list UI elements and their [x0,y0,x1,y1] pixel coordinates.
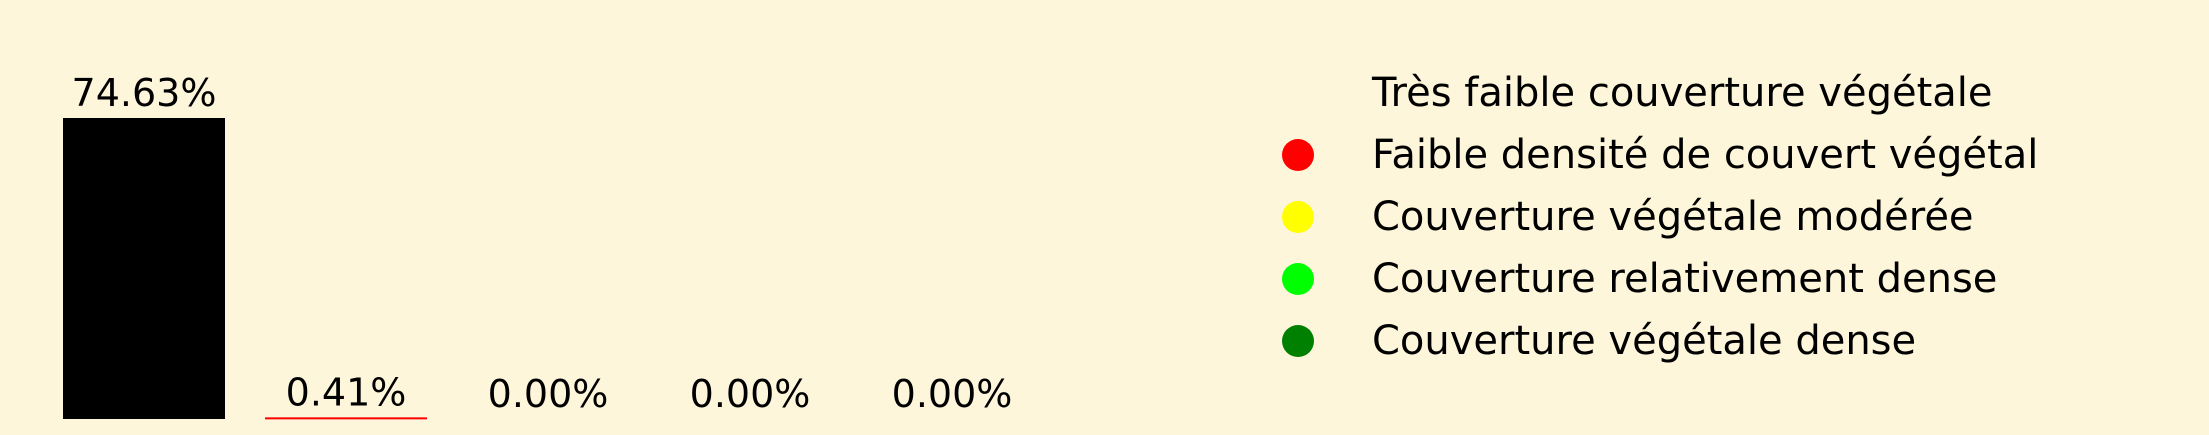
legend-item: Couverture végétale dense [1260,310,2038,372]
bar-value-label: 0.00% [690,372,811,416]
legend: Très faible couverture végétale Faible d… [1260,62,2038,372]
legend-label: Couverture relativement dense [1372,256,1998,302]
legend-dot-icon [1282,139,1314,171]
legend-label: Couverture végétale modérée [1372,194,1974,240]
legend-dot-icon [1282,325,1314,357]
bar-value-label: 0.00% [892,372,1013,416]
legend-label: Faible densité de couvert végétal [1372,132,2039,178]
bar-value-label: 0.41% [286,370,407,414]
legend-dot-icon [1282,201,1314,233]
bar-chart: 74.63% 0.41% 0.00% 0.00% 0.00% [63,71,1013,420]
bars-group [63,118,427,420]
legend-item: Couverture végétale modérée [1260,186,2038,248]
legend-item: Faible densité de couvert végétal [1260,124,2038,186]
bar-value-label: 74.63% [72,71,217,115]
legend-item: Couverture relativement dense [1260,248,2038,310]
legend-item: Très faible couverture végétale [1260,62,2038,124]
bar-value-label: 0.00% [488,372,609,416]
legend-label: Très faible couverture végétale [1372,70,1993,116]
legend-dot-icon [1282,77,1314,109]
bar [265,417,427,420]
legend-label: Couverture végétale dense [1372,318,1917,364]
legend-dot-icon [1282,263,1314,295]
bar [63,118,225,419]
value-labels-group: 74.63% 0.41% 0.00% 0.00% 0.00% [72,71,1013,416]
